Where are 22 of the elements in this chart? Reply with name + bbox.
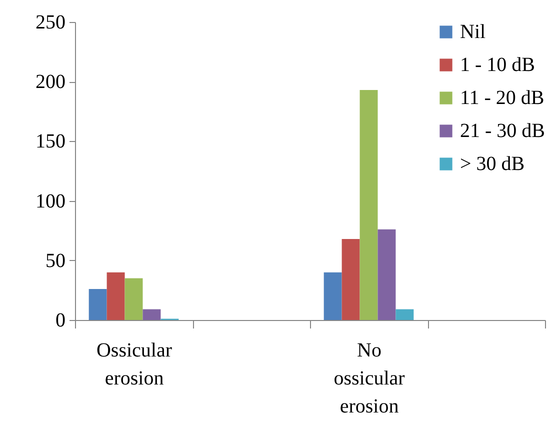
- x-tick-label: Ossicular erosion: [96, 340, 172, 390]
- legend-label: > 30 dB: [460, 153, 525, 175]
- bar: [396, 309, 414, 320]
- bar: [378, 229, 396, 320]
- bar: [342, 238, 360, 320]
- y-tick-label: 250: [36, 12, 66, 34]
- bar: [106, 272, 125, 320]
- y-tick-label: 0: [56, 310, 66, 332]
- bar: [324, 272, 342, 320]
- y-tick-label: 200: [36, 71, 66, 94]
- bar: [142, 309, 161, 320]
- y-tick-label: 50: [46, 250, 66, 272]
- y-tick-label: 150: [36, 130, 66, 153]
- bar: [360, 90, 378, 320]
- legend-label: 1 - 10 dB: [460, 54, 535, 76]
- legend-label: Nil: [460, 21, 486, 43]
- legend-label: 11 - 20 dB: [460, 87, 544, 109]
- x-tick-label: No ossicular erosion: [334, 340, 406, 418]
- y-tick-label: 100: [36, 190, 66, 212]
- bar: [124, 278, 143, 320]
- legend-label: 21 - 30 dB: [460, 120, 545, 142]
- bar: [88, 289, 107, 320]
